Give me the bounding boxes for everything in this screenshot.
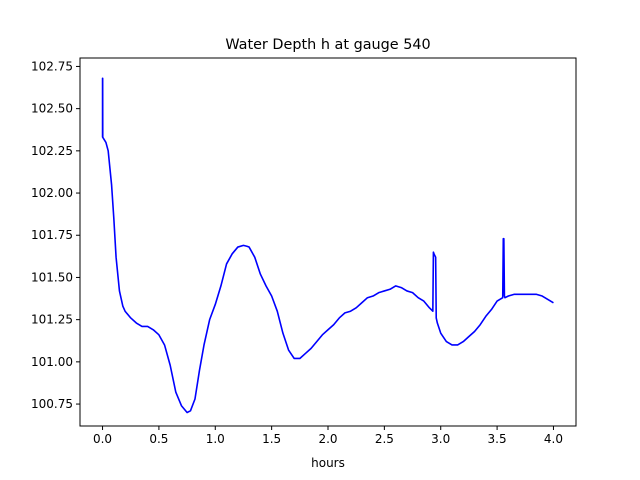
x-tick-label: 4.0 (544, 432, 563, 446)
x-tick-label: 3.0 (431, 432, 450, 446)
x-axis-label: hours (311, 456, 345, 470)
y-tick-label: 102.25 (31, 144, 73, 158)
plot-area: 0.0 0.5 1.0 1.5 2.0 2.5 3.0 3.5 4.0 100.75 101.00 1… (31, 57, 577, 446)
y-tick-label: 101.50 (31, 270, 73, 284)
series-line-0 (101, 77, 554, 414)
x-tick-label: 1.0 (206, 432, 225, 446)
x-tick-label: 0.5 (149, 432, 168, 446)
y-tick-label: 102.00 (31, 186, 73, 200)
y-tick-label: 100.75 (31, 397, 73, 411)
y-tick-label: 101.75 (31, 228, 73, 242)
y-tick-label: 102.50 (31, 102, 73, 116)
y-tick-label: 101.25 (31, 313, 73, 327)
y-tick-label: 101.00 (31, 355, 73, 369)
y-tick-label: 102.75 (31, 59, 73, 73)
chart-title: Water Depth h at gauge 540 (225, 37, 430, 53)
x-tick-label: 3.5 (488, 432, 507, 446)
x-tick-label: 2.0 (318, 432, 337, 446)
x-tick-label: 0.0 (93, 432, 112, 446)
x-tick-label: 1.5 (262, 432, 281, 446)
x-tick-label: 2.5 (375, 432, 394, 446)
